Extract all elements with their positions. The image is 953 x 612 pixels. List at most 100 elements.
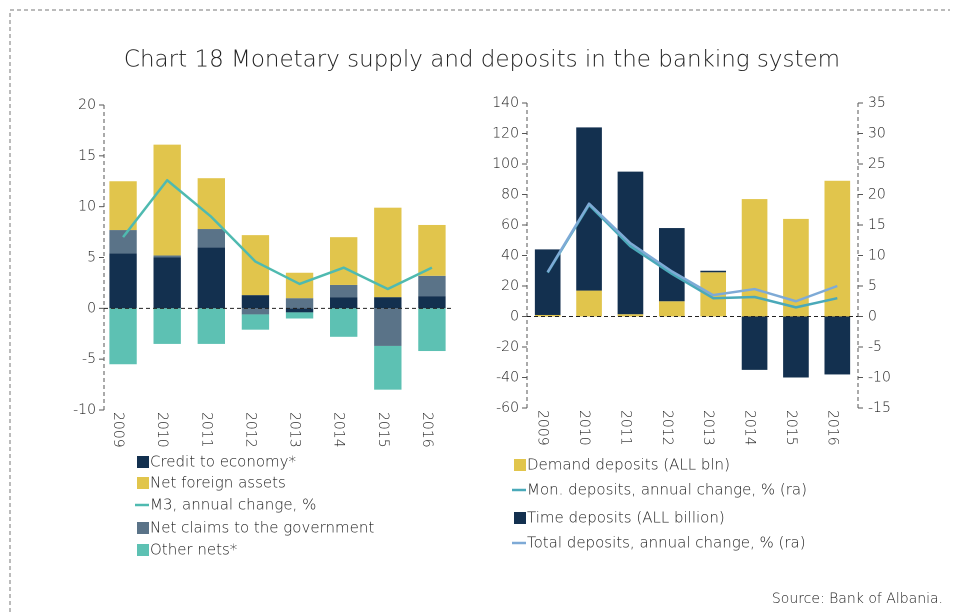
- bar: [330, 308, 358, 337]
- bar: [330, 284, 358, 298]
- y2-tick-label: 10: [868, 248, 886, 264]
- y2-tick-label: -5: [868, 339, 882, 355]
- bar: [374, 207, 402, 298]
- bar: [241, 295, 270, 309]
- bar: [617, 314, 644, 317]
- bar: [534, 314, 561, 317]
- bar: [700, 270, 727, 273]
- y-tick-label: 0: [87, 300, 96, 316]
- bar: [285, 308, 314, 313]
- bar: [330, 237, 358, 285]
- legend-label: Net claims to the government: [150, 519, 374, 537]
- source: Source: Bank of Albania.: [772, 591, 943, 607]
- x-tick-label: 2016: [419, 412, 435, 448]
- bar: [241, 314, 270, 330]
- x-tick-label: 2010: [576, 410, 592, 446]
- bar: [418, 308, 446, 352]
- bar: [783, 316, 809, 378]
- y-tick-label: 140: [492, 95, 519, 111]
- legend-label: M3, annual change, %: [150, 496, 316, 514]
- y-tick-label: 40: [501, 248, 519, 264]
- legend-label: Demand deposits (ALL bln): [527, 456, 730, 474]
- bar: [374, 297, 402, 309]
- y2-tick-label: 15: [868, 217, 886, 233]
- x-tick-label: 2013: [700, 410, 716, 446]
- y-tick-label: 0: [510, 309, 519, 325]
- x-tick-label: 2009: [110, 412, 126, 448]
- bar: [418, 275, 446, 297]
- bar: [197, 178, 225, 230]
- legend-swatch: [137, 522, 149, 534]
- bar: [197, 247, 225, 309]
- y-tick-label: -60: [496, 400, 519, 416]
- bar: [418, 296, 446, 309]
- legend-swatch: [137, 477, 149, 489]
- x-tick-label: 2010: [154, 412, 170, 448]
- legend-label: Credit to economy*: [150, 453, 296, 471]
- bar: [153, 144, 181, 256]
- bar: [285, 312, 314, 319]
- bar: [285, 272, 314, 299]
- bar: [824, 180, 851, 317]
- bar: [576, 127, 602, 291]
- bar: [197, 308, 225, 344]
- legend-swatch: [514, 459, 526, 471]
- y2-tick-label: -15: [868, 400, 891, 416]
- bar: [741, 316, 768, 370]
- y-tick-label: 15: [78, 148, 96, 164]
- y-tick-label: 60: [501, 217, 519, 233]
- legend-label: Time deposits (ALL billion): [527, 509, 725, 527]
- y2-tick-label: 0: [868, 309, 877, 325]
- x-tick-label: 2015: [783, 410, 799, 446]
- frame: [9, 9, 950, 612]
- legend-label: Other nets*: [150, 541, 237, 559]
- bar: [658, 301, 685, 317]
- y2-tick-label: 5: [868, 278, 877, 294]
- bar: [109, 253, 137, 309]
- x-tick-label: 2014: [331, 412, 347, 448]
- x-tick-label: 2016: [824, 410, 840, 446]
- bar: [153, 255, 181, 258]
- y2-tick-label: 35: [868, 95, 886, 111]
- legend-swatch: [137, 544, 149, 556]
- y2-tick-label: -10: [868, 370, 891, 386]
- x-tick-label: 2011: [198, 412, 214, 448]
- y-tick-label: 120: [492, 126, 519, 142]
- bar: [241, 308, 270, 315]
- line-series: [122, 178, 433, 291]
- y-tick-label: 20: [501, 278, 519, 294]
- bar: [109, 230, 137, 254]
- y-tick-label: -20: [496, 339, 519, 355]
- legend-swatch: [514, 512, 526, 524]
- y-tick-label: 80: [501, 187, 519, 203]
- y-tick-label: 10: [78, 199, 96, 215]
- y-tick-label: 5: [87, 250, 96, 266]
- bar: [153, 257, 181, 309]
- x-tick-label: 2009: [535, 410, 551, 446]
- y-tick-label: -10: [73, 402, 96, 418]
- line-series: [546, 202, 838, 303]
- legend-label: Total deposits, annual change, % (ra): [527, 534, 806, 552]
- y-tick-label: -40: [496, 370, 519, 386]
- legend-label: Net foreign assets: [150, 474, 286, 492]
- bar: [109, 181, 137, 231]
- chart-title: Chart 18 Monetary supply and deposits in…: [124, 47, 840, 73]
- bar: [374, 308, 402, 346]
- bar: [374, 345, 402, 390]
- y-tick-label: 20: [78, 97, 96, 113]
- bar: [285, 298, 314, 309]
- x-tick-label: 2012: [242, 412, 258, 448]
- bar: [330, 297, 358, 309]
- bar: [576, 290, 602, 317]
- legend-swatch: [137, 456, 149, 468]
- bar: [153, 308, 181, 344]
- y2-tick-label: 30: [868, 126, 886, 142]
- x-tick-label: 2011: [617, 410, 633, 446]
- bar: [109, 308, 137, 365]
- legend-label: Mon. deposits, annual change, % (ra): [527, 481, 807, 499]
- x-tick-label: 2015: [375, 412, 391, 448]
- bar: [824, 316, 851, 375]
- y2-tick-label: 20: [868, 187, 886, 203]
- bar: [197, 229, 225, 248]
